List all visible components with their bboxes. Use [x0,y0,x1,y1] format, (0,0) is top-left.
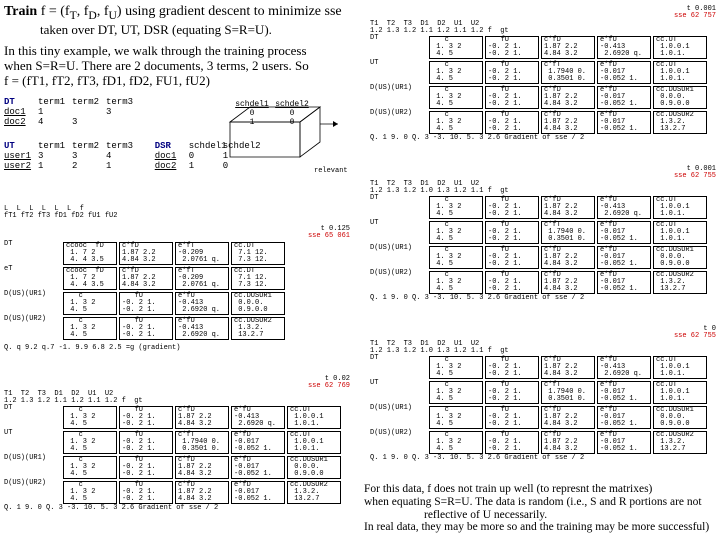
ut-table: UTterm1term2term3 user1334 user2121 [4,141,140,171]
sched-table: schdel1schdel2 00 10 [232,100,312,127]
f-header: L L L L L L f fT1 fT2 fT3 fD1 fD2 fU1 fU… [4,206,117,220]
title-bold: Train [4,4,37,19]
iter-block-3: t 0sse 62 755 T1 T2 T3 D1 D2 U1 U2 1.2 1… [370,326,716,463]
iter-block-2: t 0.001sse 62 755 T1 T2 T3 D1 D2 U1 U2 1… [370,166,716,303]
relevant-label: relevant [314,168,348,175]
footer-note: For this data, f does not train up well … [364,483,714,534]
iter-block-1: t 0.001sse 62 757 T1 T2 T3 D1 D2 U1 U2 1… [370,6,716,143]
iter-block-4: t 0.125sse 65 061 DTccooc fD 1. 7 2 4. 4… [4,226,350,352]
dt-table: DTterm1term2term3 doc113 doc243 [4,97,140,127]
iter-block-5: t 0.02sse 62 769 T1 T2 T3 D1 D2 U1 U2 1.… [4,376,350,513]
